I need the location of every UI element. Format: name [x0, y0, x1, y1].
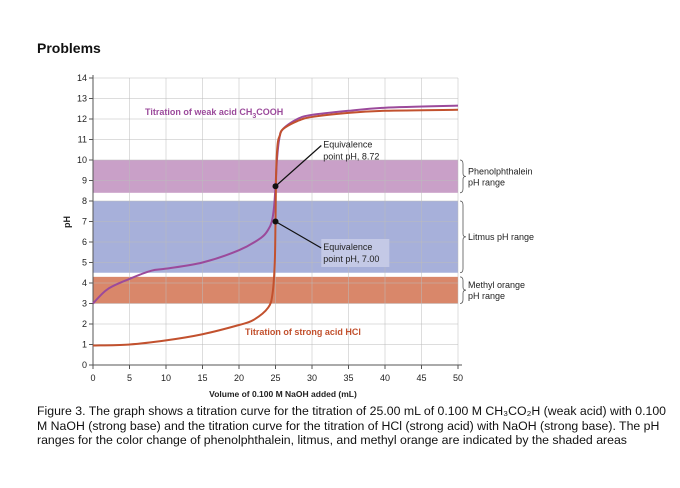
x-tick-label: 15: [197, 373, 207, 383]
y-tick-label: 12: [77, 114, 87, 124]
series-label-weak-acid: Titration of weak acid CH3COOH: [145, 107, 283, 120]
x-tick-label: 10: [161, 373, 171, 383]
page-heading: Problems: [37, 40, 101, 56]
y-tick-label: 10: [77, 155, 87, 165]
annotation-line2-1: point pH, 7.00: [323, 254, 379, 264]
figure-caption: Figure 3. The graph shows a titration cu…: [37, 404, 667, 447]
y-tick-label: 13: [77, 94, 87, 104]
y-tick-label: 7: [82, 217, 87, 227]
annotation-line2-0: point pH, 8.72: [323, 152, 379, 162]
y-tick-label: 4: [82, 278, 87, 288]
annotation-line1-1: Equivalence: [323, 242, 372, 252]
y-tick-label: 11: [78, 135, 87, 145]
x-tick-label: 35: [343, 373, 353, 383]
band-brace-2: [459, 276, 467, 304]
series-line-0: [92, 104, 459, 305]
y-tick-label: 8: [82, 196, 87, 206]
x-tick-label: 20: [234, 373, 244, 383]
x-tick-label: 45: [416, 373, 426, 383]
band-label-0: Phenolphthalein: [468, 166, 533, 176]
equivalence-point-0: [272, 183, 279, 190]
y-tick-label: 14: [77, 73, 87, 83]
band-label-1: Litmus pH range: [468, 232, 534, 242]
y-tick-label: 2: [82, 319, 87, 329]
x-tick-label: 0: [90, 373, 95, 383]
x-axis-label: Volume of 0.100 M NaOH added (mL): [209, 389, 357, 399]
band-brace-0: [459, 159, 467, 194]
y-tick-label: 3: [82, 299, 87, 309]
x-tick-label: 30: [307, 373, 317, 383]
band-brace-1: [459, 200, 467, 274]
annotation-line1-0: Equivalence: [323, 140, 372, 150]
y-tick-label: 1: [82, 340, 87, 350]
titration-chart: 0 5 10 15 20 25 30 35 40 45 5001234567891011121314…: [62, 73, 534, 399]
y-tick-label: 0: [82, 360, 87, 370]
annotation-bg-1: [321, 239, 390, 267]
band-label-0-line2: pH range: [468, 177, 505, 187]
equivalence-point-1: [272, 218, 279, 225]
x-tick-label: 25: [270, 373, 280, 383]
series-label-strong-acid: Titration of strong acid HCl: [245, 327, 361, 337]
x-tick-label: 40: [380, 373, 390, 383]
x-tick-label: 50: [453, 373, 463, 383]
y-tick-label: 5: [82, 258, 87, 268]
band-label-2-line2: pH range: [468, 291, 505, 301]
annotation-leader-1: [275, 220, 322, 249]
y-axis-label: pH: [62, 216, 72, 228]
y-tick-label: 9: [82, 176, 87, 186]
band-label-2: Methyl orange: [468, 280, 525, 290]
y-tick-label: 6: [82, 237, 87, 247]
x-tick-label: 5: [127, 373, 132, 383]
annotation-leader-0: [275, 145, 322, 187]
